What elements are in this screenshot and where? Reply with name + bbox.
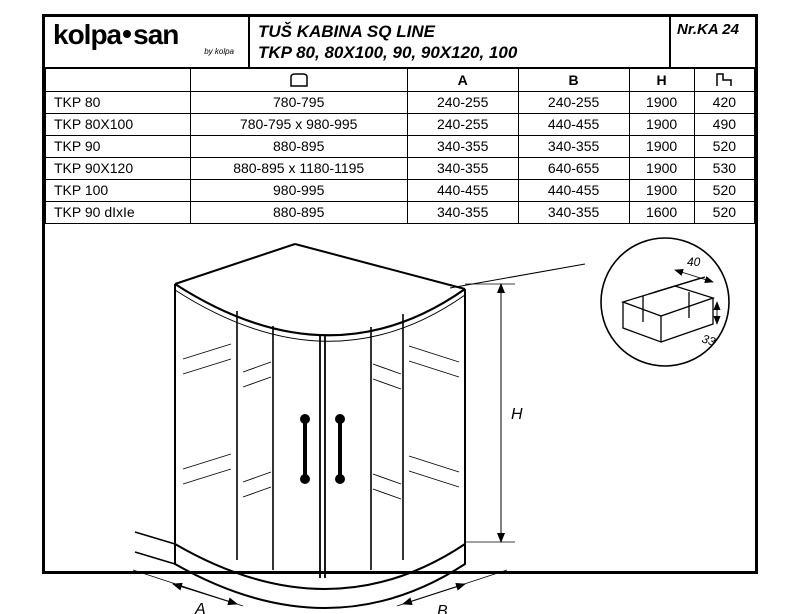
cell-dim: 880-895 <box>190 135 407 157</box>
cell-h: 1900 <box>629 179 694 201</box>
cell-h: 1900 <box>629 157 694 179</box>
cell-b: 340-355 <box>518 201 629 223</box>
title-line2: TKP 80, 80X100, 90, 90X120, 100 <box>258 42 661 63</box>
table-row: TKP 100980-995440-455440-4551900520 <box>46 179 755 201</box>
dim-a-label: A <box>194 601 206 614</box>
cell-x: 530 <box>694 157 754 179</box>
col-h: H <box>629 69 694 91</box>
cell-dim: 880-895 x 1180-1195 <box>190 157 407 179</box>
cell-x: 520 <box>694 135 754 157</box>
dim-h-label: H <box>511 406 523 423</box>
header: kolpasan by kolpa TUŠ KABINA SQ LINE TKP… <box>45 17 755 69</box>
cell-b: 340-355 <box>518 135 629 157</box>
logo-text-a: kolpa <box>53 19 121 50</box>
cell-x: 520 <box>694 179 754 201</box>
drawing-sheet: kolpasan by kolpa TUŠ KABINA SQ LINE TKP… <box>42 14 758 574</box>
cell-model: TKP 90X120 <box>46 157 191 179</box>
col-plan-icon <box>190 69 407 91</box>
cell-x: 420 <box>694 91 754 113</box>
col-profile-icon <box>694 69 754 91</box>
cell-model: TKP 80 <box>46 91 191 113</box>
cell-a: 340-355 <box>407 135 518 157</box>
cell-a: 440-455 <box>407 179 518 201</box>
cell-dim: 980-995 <box>190 179 407 201</box>
cell-x: 520 <box>694 201 754 223</box>
cell-h: 1900 <box>629 91 694 113</box>
cell-a: 340-355 <box>407 157 518 179</box>
title: TUŠ KABINA SQ LINE TKP 80, 80X100, 90, 9… <box>250 17 669 68</box>
table-row: TKP 80X100780-795 x 980-995240-255440-45… <box>46 113 755 135</box>
cell-dim: 880-895 <box>190 201 407 223</box>
doc-ref-prefix: Nr. <box>677 21 697 38</box>
doc-ref: Nr.KA 24 <box>669 17 755 67</box>
logo: kolpasan by kolpa <box>45 17 250 67</box>
cell-x: 490 <box>694 113 754 135</box>
cell-model: TKP 90 <box>46 135 191 157</box>
title-line1: TUŠ KABINA SQ LINE <box>258 21 661 42</box>
table-head-row: A B H <box>46 69 755 91</box>
detail-w: 40 <box>687 255 701 269</box>
cell-dim: 780-795 <box>190 91 407 113</box>
cell-model: TKP 90 dIxIe <box>46 201 191 223</box>
cell-a: 240-255 <box>407 113 518 135</box>
cell-b: 240-255 <box>518 91 629 113</box>
table-row: TKP 90 dIxIe880-895340-355340-3551600520 <box>46 201 755 223</box>
cell-b: 440-455 <box>518 179 629 201</box>
table-row: TKP 90880-895340-355340-3551900520 <box>46 135 755 157</box>
table-row: TKP 80780-795240-255240-2551900420 <box>46 91 755 113</box>
cell-a: 240-255 <box>407 91 518 113</box>
cell-dim: 780-795 x 980-995 <box>190 113 407 135</box>
logo-dot-icon <box>123 30 131 38</box>
spec-table: A B H TKP 80780-795240-255240-2551900420… <box>45 69 755 224</box>
cell-h: 1900 <box>629 113 694 135</box>
doc-ref-code: KA 24 <box>697 21 739 38</box>
cell-h: 1600 <box>629 201 694 223</box>
cell-b: 640-655 <box>518 157 629 179</box>
col-b: B <box>518 69 629 91</box>
cell-a: 340-355 <box>407 201 518 223</box>
logo-text-b: san <box>133 19 178 50</box>
cell-b: 440-455 <box>518 113 629 135</box>
col-a: A <box>407 69 518 91</box>
cell-model: TKP 100 <box>46 179 191 201</box>
cell-model: TKP 80X100 <box>46 113 191 135</box>
table-row: TKP 90X120880-895 x 1180-1195340-355640-… <box>46 157 755 179</box>
drawing-area: A B H <box>45 224 755 614</box>
cell-h: 1900 <box>629 135 694 157</box>
technical-drawing: A B H <box>45 224 761 614</box>
dim-b-label: B <box>437 603 448 614</box>
